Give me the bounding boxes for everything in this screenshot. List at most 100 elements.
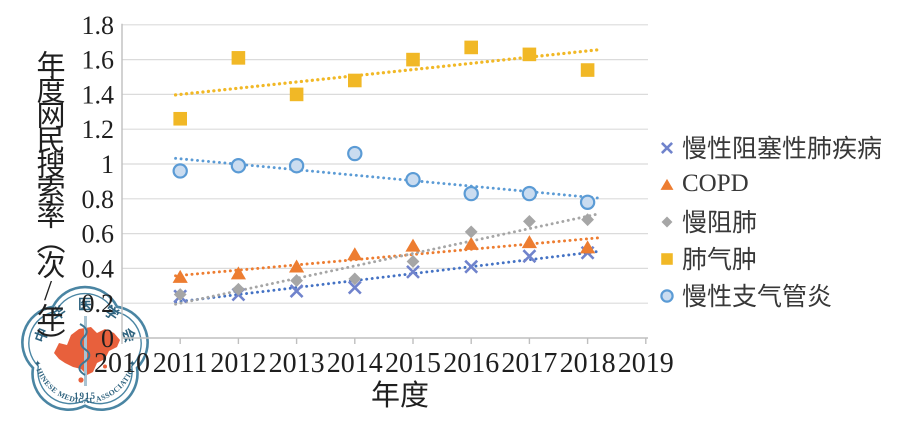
x-axis-title: 年度	[370, 380, 429, 412]
diamond-marker	[232, 282, 245, 296]
triangle-marker	[289, 259, 305, 273]
x-tick-label: 2016	[443, 348, 499, 379]
legend-label: 慢阻肺	[682, 209, 758, 237]
x-tick-label: 2013	[269, 348, 325, 379]
diamond-marker	[348, 272, 362, 286]
logo-star-icon: ✦	[34, 359, 42, 369]
legend-label: 慢性支气管炎	[682, 283, 833, 311]
x-tick-label: 2015	[385, 348, 441, 379]
x-tick-label: 2018	[560, 348, 616, 379]
legend: 慢性阻塞性肺疾病 COPD 慢阻肺肺气肿慢性支气管炎	[656, 128, 882, 313]
series-markers-1	[172, 235, 596, 283]
logo-taiwan-dot	[103, 364, 107, 369]
logo-year: 1915	[74, 391, 96, 401]
diamond-marker	[464, 225, 478, 239]
square-marker	[464, 40, 478, 55]
logo-hainan-dot	[78, 377, 84, 383]
x-tick-label: 2014	[327, 348, 383, 379]
y-tick-label: 0.6	[82, 220, 115, 249]
x-tick-label: 2019	[618, 348, 674, 379]
diamond-marker	[406, 255, 420, 268]
logo-snake	[78, 323, 91, 376]
y-tick-labels: 0 0.2 0.4 0.6 0.8 1 1.2 1.4 1.6 1.8	[82, 11, 115, 353]
square-marker	[173, 111, 187, 126]
diamond-marker	[290, 274, 303, 287]
circle-marker	[521, 185, 538, 202]
triangle-marker	[580, 240, 596, 254]
x-tick-label: 2017	[501, 348, 557, 379]
square-marker	[522, 47, 537, 62]
x-marker	[660, 141, 674, 154]
x-marker	[347, 280, 362, 295]
legend-marker-circle-icon	[660, 288, 674, 303]
square-marker	[661, 252, 673, 265]
triangle-marker	[521, 235, 537, 249]
x-tick-labels: 2010 2011 2012 2013 2014 2015 2016 2017 2018 2019	[94, 348, 674, 379]
x-tick-marks	[121, 338, 647, 344]
triangle-marker	[172, 269, 188, 283]
logo-chinese-char: 中	[31, 326, 52, 345]
y-tick-label: 0	[101, 324, 114, 353]
series-markers-2	[173, 213, 594, 301]
square-marker	[406, 52, 420, 67]
circle-marker	[579, 194, 596, 210]
y-tick-label: 0.8	[82, 185, 115, 214]
logo-inner-ring	[28, 292, 142, 405]
circle-marker	[230, 158, 247, 174]
triangle-marker	[230, 266, 246, 280]
legend-marker-square-icon	[661, 252, 673, 265]
square-marker	[289, 87, 304, 102]
diamond-marker	[523, 215, 536, 228]
triangle-marker	[405, 238, 421, 252]
gridlines	[122, 24, 648, 304]
series-markers-4	[172, 145, 596, 210]
x-marker	[464, 259, 479, 274]
legend-label: COPD	[682, 169, 749, 197]
y-tick-label: 0.4	[82, 254, 115, 283]
triangle-marker	[347, 247, 363, 261]
legend-label: 慢性阻塞性肺疾病	[682, 135, 883, 163]
legend-marker-x-icon	[660, 141, 674, 154]
x-tick-label: 2012	[210, 348, 266, 379]
y-tick-label: 1.4	[82, 80, 115, 109]
x-tick-label: 2010	[94, 348, 150, 379]
y-tick-label: 1.6	[82, 46, 115, 75]
logo-chinese-char: 医	[78, 298, 92, 314]
trendline-2	[174, 212, 600, 306]
legend-item-1: COPD	[656, 165, 882, 202]
triangle-marker	[463, 236, 479, 250]
circle-marker	[347, 145, 363, 162]
y-tick-label: 1	[101, 150, 114, 179]
square-marker	[231, 51, 246, 65]
legend-label: 肺气肿	[682, 246, 758, 274]
circle-marker	[288, 158, 305, 174]
legend-item-3: 肺气肿	[656, 239, 882, 276]
legend-item-0: 慢性阻塞性肺疾病	[656, 128, 882, 165]
y-tick-label: 1.8	[82, 11, 115, 40]
diamond-marker	[173, 288, 187, 301]
circle-marker	[405, 171, 421, 188]
y-axis-title: 年度网民搜索率︵次/年︶	[32, 50, 64, 353]
triangle-marker	[660, 178, 674, 190]
circle-marker	[463, 185, 479, 202]
x-tick-label: 2011	[153, 348, 208, 379]
legend-marker-diamond-icon	[661, 216, 673, 227]
logo-chinese-char: 会	[118, 326, 139, 346]
series-markers-3	[173, 40, 595, 126]
x-marker	[406, 264, 420, 279]
y-tick-label: 1.2	[82, 115, 115, 144]
circle-marker	[660, 288, 674, 303]
trendline-3	[173, 48, 600, 97]
diamond-marker	[661, 216, 673, 227]
square-marker	[580, 63, 595, 77]
square-marker	[348, 73, 362, 88]
circle-marker	[172, 163, 188, 179]
legend-marker-triangle-icon	[660, 178, 674, 190]
x-marker	[289, 284, 304, 298]
x-marker	[522, 249, 537, 264]
legend-item-2: 慢阻肺	[656, 202, 882, 239]
trendline-0	[174, 250, 600, 304]
